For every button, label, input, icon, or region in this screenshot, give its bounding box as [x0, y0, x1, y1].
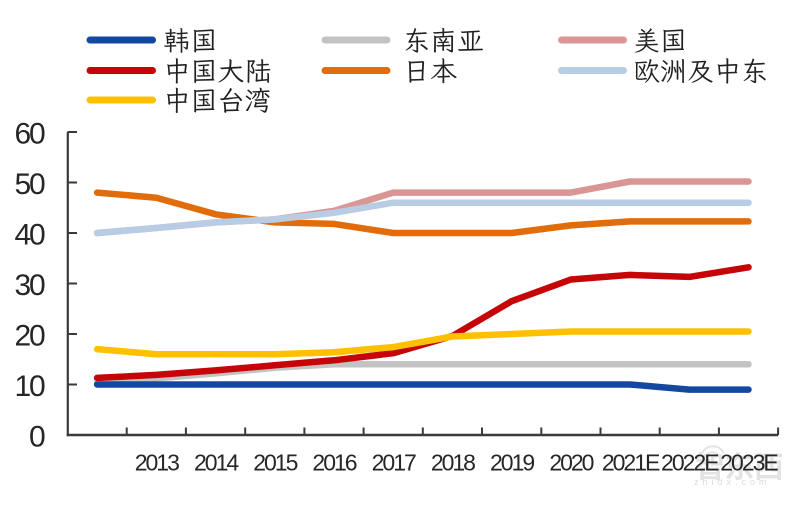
svg-text:60: 60	[15, 117, 45, 150]
svg-text:2023E: 2023E	[720, 450, 778, 476]
svg-text:2013: 2013	[135, 450, 179, 476]
svg-text:0: 0	[29, 420, 45, 453]
svg-text:2016: 2016	[312, 450, 356, 476]
svg-text:2015: 2015	[253, 450, 297, 476]
svg-text:2018: 2018	[431, 450, 475, 476]
svg-text:30: 30	[15, 269, 45, 302]
svg-text:2022E: 2022E	[661, 450, 719, 476]
svg-text:2020: 2020	[549, 450, 593, 476]
svg-text:2017: 2017	[372, 450, 416, 476]
svg-text:20: 20	[15, 319, 45, 352]
svg-text:2014: 2014	[194, 450, 239, 476]
svg-text:2019: 2019	[490, 450, 534, 476]
svg-text:40: 40	[15, 218, 45, 251]
svg-text:50: 50	[15, 168, 45, 201]
svg-text:zhidx.com: zhidx.com	[694, 477, 771, 487]
svg-text:2021E: 2021E	[602, 450, 660, 476]
svg-text:10: 10	[15, 370, 45, 403]
